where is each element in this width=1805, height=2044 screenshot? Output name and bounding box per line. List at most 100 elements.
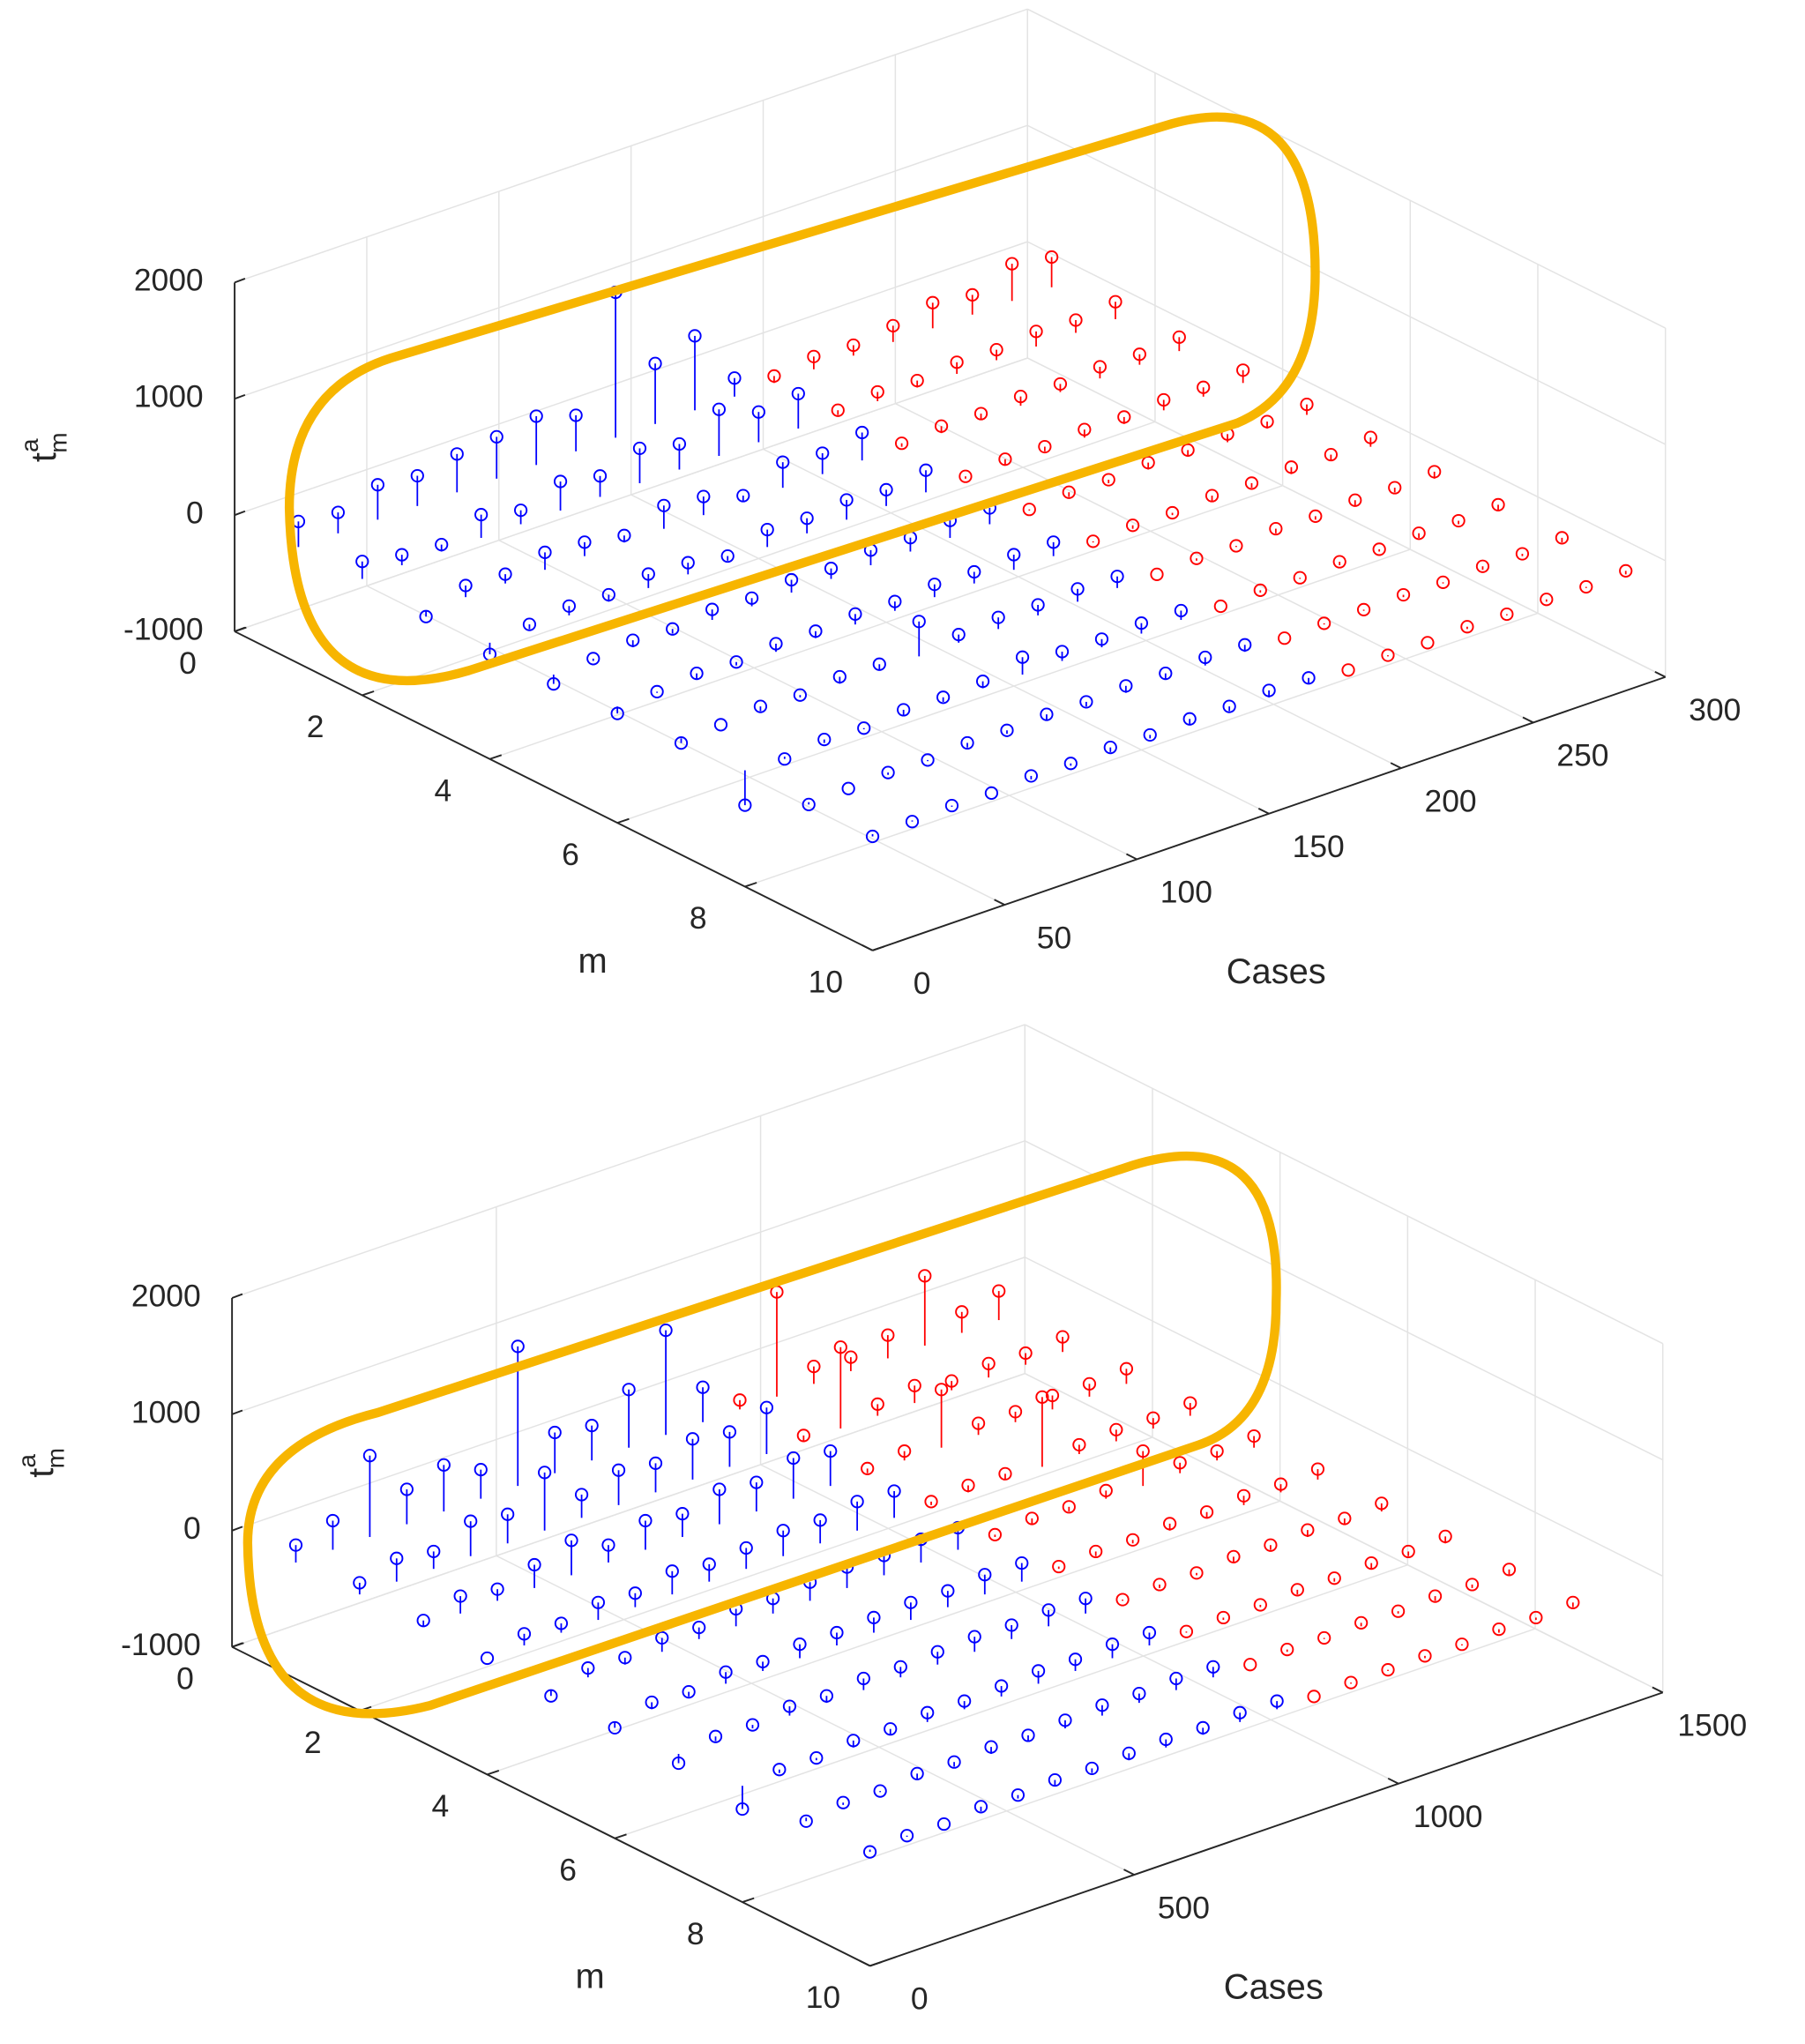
- x-tick-label: 1000: [1413, 1799, 1483, 1834]
- stem-marker: [585, 1419, 599, 1433]
- stem-marker: [955, 1305, 969, 1319]
- grid-line: [1026, 357, 1667, 678]
- stem-marker: [1428, 465, 1442, 479]
- stem-marker: [544, 1689, 558, 1703]
- stem-marker: [888, 594, 902, 608]
- stem-marker: [1262, 683, 1276, 697]
- stem-marker: [745, 1718, 760, 1732]
- stem-marker: [1317, 616, 1331, 630]
- stem-marker: [529, 409, 543, 423]
- x-tick: [1126, 853, 1137, 861]
- stem-marker: [919, 463, 933, 477]
- stem-marker: [527, 1557, 541, 1572]
- stem-marker: [744, 591, 759, 605]
- stem-marker: [1008, 1405, 1023, 1419]
- stem-series: [1307, 1595, 1580, 1704]
- stem-marker: [562, 599, 576, 613]
- stem-marker: [1412, 526, 1426, 541]
- stem-marker: [1163, 1517, 1177, 1531]
- stem-marker: [910, 373, 924, 388]
- stem-marker: [553, 474, 568, 489]
- stem-marker: [601, 1538, 615, 1552]
- stem-marker: [722, 1425, 737, 1439]
- stem-marker: [490, 1582, 504, 1596]
- stem-marker: [850, 1495, 864, 1509]
- y-axis-label: m: [578, 942, 607, 981]
- stem-series: [958, 363, 1250, 483]
- stem-marker: [944, 798, 959, 813]
- stem-marker: [1079, 695, 1093, 709]
- stem-marker: [713, 718, 728, 732]
- stem-marker: [1269, 521, 1283, 536]
- stem-marker: [735, 1802, 750, 1816]
- stem-marker: [1213, 599, 1227, 614]
- stem-series: [1115, 1496, 1389, 1607]
- stem-marker: [961, 1478, 975, 1493]
- z-tick-label: 0: [183, 1511, 201, 1546]
- stem-series: [988, 1429, 1261, 1541]
- stem-marker: [1381, 648, 1395, 662]
- stem-marker: [809, 624, 823, 638]
- stem-marker: [1243, 1658, 1257, 1672]
- stem-marker: [847, 1734, 861, 1748]
- stem-marker: [799, 1814, 813, 1828]
- stem-series: [480, 1484, 901, 1666]
- z-label-base: t: [22, 1468, 61, 1478]
- stem-marker: [1174, 603, 1188, 618]
- stem-marker: [992, 1284, 1006, 1298]
- x-axis-label: Cases: [1224, 1968, 1324, 2007]
- stem-marker: [1381, 1663, 1395, 1677]
- stem-marker: [1190, 551, 1204, 565]
- y-axis: [234, 630, 873, 951]
- stem-marker: [1142, 1625, 1157, 1640]
- stem-series: [1341, 563, 1633, 677]
- stem-marker: [995, 1679, 1009, 1693]
- grid-line: [498, 540, 1137, 861]
- stem-marker: [824, 562, 839, 576]
- stem-marker: [998, 1466, 1012, 1481]
- stem-marker: [1388, 481, 1402, 495]
- x-tick: [1654, 670, 1667, 678]
- x-tick-label: 150: [1293, 829, 1345, 864]
- stem-series: [355, 386, 805, 579]
- stem-marker: [1132, 1686, 1146, 1701]
- stem-marker: [682, 1685, 696, 1699]
- stem-marker: [893, 1660, 907, 1674]
- x-tick-label: 0: [914, 966, 931, 1001]
- stem-marker: [395, 548, 409, 562]
- z-tick-label: -1000: [121, 1627, 201, 1662]
- stem-series: [291, 285, 742, 548]
- stem-marker: [1117, 410, 1131, 424]
- stem-series: [608, 1555, 1029, 1735]
- stem-marker: [1115, 1593, 1130, 1607]
- stem-marker: [1143, 727, 1157, 742]
- stem-marker: [857, 721, 871, 735]
- stem-marker: [1216, 1610, 1230, 1625]
- stem-marker: [1035, 1390, 1049, 1404]
- stem-marker: [1165, 505, 1180, 520]
- stem-marker: [672, 436, 687, 451]
- stem-marker: [480, 1651, 495, 1666]
- stem-marker: [712, 402, 727, 416]
- stem-marker: [569, 408, 583, 422]
- stem-series: [796, 1330, 1070, 1443]
- stem-marker: [288, 1538, 303, 1552]
- stem-marker: [453, 1589, 467, 1603]
- stem-marker: [1062, 1500, 1076, 1514]
- stem-marker: [967, 564, 981, 579]
- y-tick: [744, 882, 757, 888]
- stem-marker: [450, 447, 464, 461]
- grid-line: [359, 1436, 1153, 1712]
- stem-marker: [733, 1393, 747, 1407]
- stem-marker: [867, 1610, 881, 1625]
- stem-marker: [1502, 1563, 1517, 1577]
- stem-marker: [1247, 1429, 1261, 1443]
- stem-marker: [1093, 360, 1108, 374]
- stem-marker: [921, 753, 935, 767]
- stem-marker: [751, 405, 765, 419]
- stem-marker: [1205, 489, 1219, 503]
- y-tick: [234, 626, 247, 632]
- stem-marker: [736, 489, 750, 503]
- z-tick-label: 0: [186, 496, 204, 531]
- stem-series: [767, 250, 1059, 384]
